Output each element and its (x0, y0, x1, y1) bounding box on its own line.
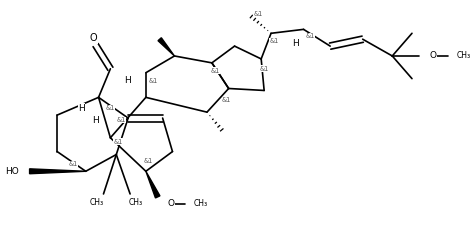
Text: H: H (92, 115, 98, 124)
Text: &1: &1 (117, 117, 126, 123)
Text: H: H (78, 104, 85, 113)
Polygon shape (146, 171, 160, 198)
Text: &1: &1 (253, 10, 263, 17)
Text: &1: &1 (210, 68, 219, 74)
Text: CH₃: CH₃ (129, 198, 143, 207)
Text: &1: &1 (114, 139, 123, 145)
Polygon shape (30, 169, 86, 174)
Text: &1: &1 (269, 38, 279, 44)
Text: O: O (168, 199, 175, 208)
Text: H: H (124, 76, 131, 85)
Text: &1: &1 (306, 33, 315, 39)
Text: &1: &1 (148, 78, 157, 84)
Text: CH₃: CH₃ (193, 199, 207, 208)
Text: CH₃: CH₃ (89, 198, 104, 207)
Text: &1: &1 (68, 161, 78, 167)
Text: HO: HO (5, 167, 19, 176)
Text: &1: &1 (260, 66, 269, 72)
Text: CH₃: CH₃ (456, 51, 471, 61)
Text: O: O (90, 33, 97, 43)
Polygon shape (158, 38, 174, 56)
Text: O: O (430, 51, 437, 61)
Text: &1: &1 (222, 97, 231, 103)
Text: &1: &1 (143, 158, 153, 164)
Text: H: H (292, 39, 299, 48)
Text: &1: &1 (106, 105, 115, 111)
